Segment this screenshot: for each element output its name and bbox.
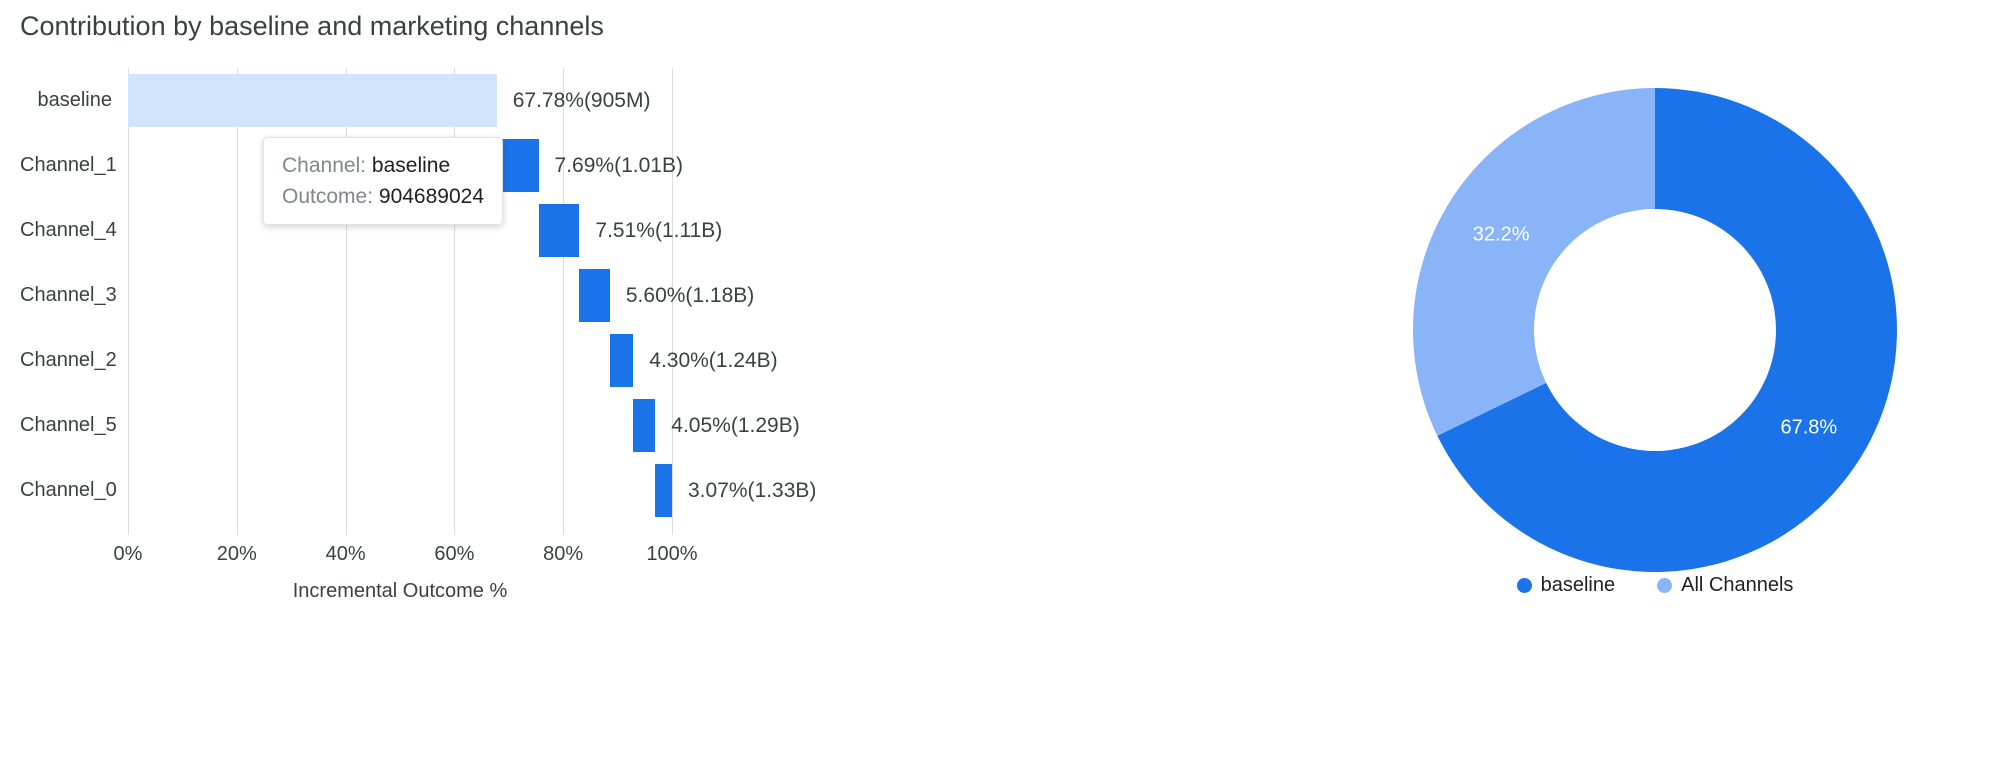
gridline bbox=[672, 68, 673, 535]
waterfall-row: Channel_2 4.30%(1.24B) bbox=[20, 328, 950, 393]
gridline bbox=[563, 68, 565, 535]
legend-dot-icon bbox=[1516, 578, 1532, 593]
y-axis-label: Channel_4 bbox=[20, 219, 117, 241]
tooltip-channel-value: baseline bbox=[371, 154, 451, 177]
bar-value-label: 4.30%(1.24B) bbox=[649, 349, 778, 372]
bar-channel-5[interactable] bbox=[633, 399, 656, 452]
waterfall-chart: baseline 67.78%(905M) Channel_1 7.69%(1.01B… bbox=[20, 60, 950, 650]
legend-label: baseline bbox=[1540, 574, 1616, 596]
y-axis-label: Channel_3 bbox=[20, 284, 117, 306]
bar-value-label: 4.05%(1.29B) bbox=[671, 414, 800, 437]
donut-slice-baseline[interactable] bbox=[1437, 88, 1897, 572]
bar-track: 67.78%(905M) bbox=[128, 68, 672, 133]
y-axis-label: Channel_1 bbox=[20, 154, 117, 176]
page-title: Contribution by baseline and marketing c… bbox=[20, 11, 604, 41]
bar-channel-1[interactable] bbox=[496, 139, 539, 192]
slice-percentage-label: 67.8% bbox=[1780, 416, 1837, 438]
bar-channel-2[interactable] bbox=[609, 334, 634, 387]
x-tick-label: 40% bbox=[325, 543, 366, 565]
bar-value-label: 5.60%(1.18B) bbox=[625, 284, 755, 307]
bar-channel-3[interactable] bbox=[579, 269, 610, 322]
x-tick-label: 100% bbox=[646, 543, 698, 565]
donut-chart: 67.8% 32.2% bbox=[1395, 70, 1915, 590]
tooltip-outcome-value: 904689024 bbox=[378, 185, 485, 208]
waterfall-row: Channel_5 4.05%(1.29B) bbox=[20, 393, 950, 458]
slice-percentage-label: 32.2% bbox=[1473, 224, 1530, 246]
y-axis-label: Channel_5 bbox=[20, 414, 117, 436]
waterfall-gridlines bbox=[20, 60, 950, 650]
waterfall-row: Channel_3 5.60%(1.18B) bbox=[20, 263, 950, 328]
legend-item-all-channels[interactable]: All Channels bbox=[1657, 574, 1793, 597]
tooltip: Channel: baseline Outcome: 904689024 bbox=[263, 137, 504, 225]
bar-track: 3.07%(1.33B) bbox=[128, 458, 816, 523]
bar-track: 4.05%(1.29B) bbox=[128, 393, 800, 458]
bar-baseline[interactable] bbox=[128, 74, 497, 127]
waterfall-rows: baseline 67.78%(905M) Channel_1 7.69%(1.01B… bbox=[20, 68, 950, 523]
x-tick-label: 0% bbox=[113, 543, 143, 565]
tooltip-outcome-row: Outcome: 904689024 bbox=[282, 181, 484, 212]
gridline bbox=[454, 68, 456, 535]
x-axis: 0% 20% 40% 60% 80% 100% bbox=[20, 543, 950, 569]
bar-channel-0[interactable] bbox=[655, 464, 672, 517]
bar-value-label: 7.51%(1.11B) bbox=[595, 219, 723, 242]
waterfall-row: Channel_4 7.51%(1.11B) bbox=[20, 198, 950, 263]
gridline bbox=[345, 68, 347, 535]
donut-svg: 67.8% 32.2% bbox=[1413, 88, 1897, 572]
bar-track: 5.60%(1.18B) bbox=[128, 263, 754, 328]
bar-value-label: 3.07%(1.33B) bbox=[688, 479, 817, 502]
x-tick-label: 80% bbox=[543, 543, 584, 565]
bar-track: 4.30%(1.24B) bbox=[128, 328, 778, 393]
x-axis-title: Incremental Outcome % bbox=[292, 580, 508, 602]
donut-legend: baseline All Channels bbox=[1395, 574, 1915, 597]
legend-dot-icon bbox=[1657, 578, 1673, 593]
tooltip-outcome-label: Outcome: bbox=[282, 185, 374, 208]
tooltip-channel-label: Channel: bbox=[282, 154, 367, 177]
y-axis-label: Channel_0 bbox=[20, 479, 117, 501]
bar-track: 7.69%(1.01B) bbox=[128, 133, 683, 198]
donut-slice-all-channels[interactable] bbox=[1413, 88, 1655, 436]
legend-item-baseline[interactable]: baseline bbox=[1516, 574, 1616, 597]
bar-channel-4[interactable] bbox=[538, 204, 580, 257]
waterfall-row: Channel_0 3.07%(1.33B) bbox=[20, 458, 950, 523]
tooltip-channel-row: Channel: baseline bbox=[282, 150, 484, 181]
gridline bbox=[128, 68, 129, 535]
x-tick-label: 20% bbox=[216, 543, 257, 565]
bar-value-label: 67.78%(905M) bbox=[512, 89, 651, 112]
legend-label: All Channels bbox=[1681, 574, 1794, 596]
y-axis-label: Channel_2 bbox=[20, 349, 117, 371]
waterfall-row: Channel_1 7.69%(1.01B) bbox=[20, 133, 950, 198]
bar-track: 7.51%(1.11B) bbox=[128, 198, 722, 263]
x-tick-label: 60% bbox=[434, 543, 475, 565]
waterfall-row: baseline 67.78%(905M) bbox=[20, 68, 950, 133]
bar-value-label: 7.69%(1.01B) bbox=[554, 154, 683, 177]
gridline bbox=[236, 68, 238, 535]
y-axis-label: baseline bbox=[37, 89, 112, 111]
